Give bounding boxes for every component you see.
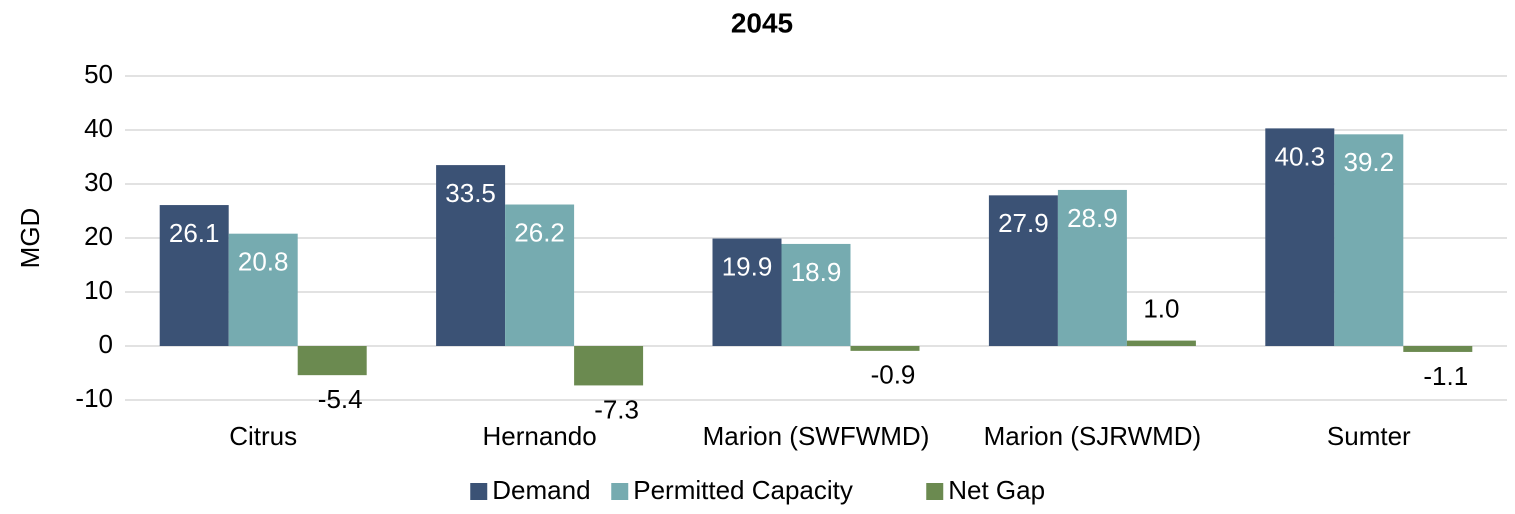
bar (781, 243, 851, 346)
bar (1126, 340, 1196, 346)
bar (228, 233, 298, 346)
data-label: 27.9 (998, 208, 1049, 238)
data-label: 1.0 (1143, 293, 1179, 323)
legend-swatch (926, 483, 944, 500)
bar (1265, 128, 1335, 346)
data-label: -1.1 (1423, 361, 1468, 391)
x-tick-label: Marion (SJRWMD) (984, 421, 1202, 451)
bar (159, 205, 229, 346)
bar (436, 165, 506, 346)
y-axis-label: MGD (15, 208, 45, 269)
bar (505, 204, 575, 346)
bar (574, 346, 644, 386)
y-tick-label: 10 (84, 275, 113, 305)
data-label: -7.3 (594, 394, 639, 424)
legend-label: Net Gap (948, 475, 1045, 505)
data-label: 20.8 (238, 247, 289, 277)
bar (712, 238, 782, 346)
x-tick-label: Marion (SWFWMD) (703, 421, 930, 451)
y-tick-label: 50 (84, 59, 113, 89)
bar (988, 195, 1058, 346)
data-label: 39.2 (1343, 147, 1394, 177)
data-label: 19.9 (722, 251, 773, 281)
x-tick-label: Citrus (229, 421, 297, 451)
y-tick-label: -10 (75, 383, 113, 413)
bar (297, 346, 367, 376)
legend-swatch (611, 483, 629, 500)
data-label: -0.9 (871, 360, 916, 390)
data-label: -5.4 (318, 384, 363, 414)
data-label: 28.9 (1067, 203, 1118, 233)
bar (850, 346, 920, 351)
data-label: 40.3 (1274, 141, 1325, 171)
y-tick-label: 40 (84, 113, 113, 143)
data-label: 18.9 (791, 257, 842, 287)
y-tick-label: 30 (84, 167, 113, 197)
bar (1057, 189, 1127, 346)
y-tick-label: 0 (99, 329, 113, 359)
x-tick-label: Sumter (1327, 421, 1411, 451)
y-tick-label: 20 (84, 221, 113, 251)
data-label: 33.5 (445, 178, 496, 208)
bar (1403, 346, 1473, 352)
data-label: 26.1 (169, 218, 220, 248)
data-label: 26.2 (514, 217, 565, 247)
x-tick-label: Hernando (482, 421, 596, 451)
legend-label: Demand (492, 475, 590, 505)
chart-title: 2045 (731, 7, 793, 38)
legend-swatch (470, 483, 488, 500)
legend-label: Permitted Capacity (633, 475, 853, 505)
bar (1334, 134, 1404, 346)
